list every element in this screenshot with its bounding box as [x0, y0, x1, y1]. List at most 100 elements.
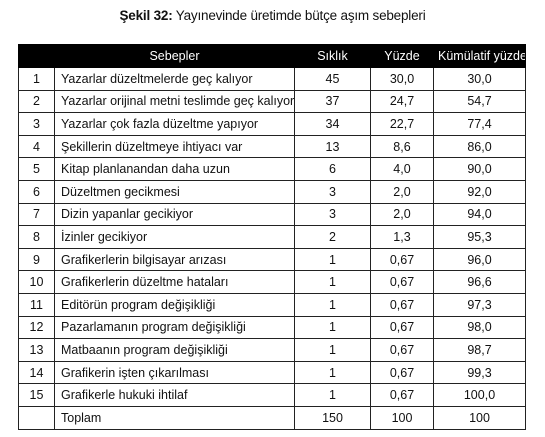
row-percent: 2,0 — [370, 202, 434, 227]
row-index: 5 — [18, 157, 55, 181]
row-cumulative: 100,0 — [433, 383, 526, 407]
total-percent: 100 — [370, 405, 434, 430]
row-reason: Dizin yapanlar gecikiyor — [54, 202, 295, 227]
table-row: 15 Grafikerle hukuki ihtilaf 1 0,67 100,0 — [18, 383, 526, 407]
row-cumulative: 98,7 — [433, 338, 526, 362]
row-percent: 0,67 — [370, 360, 434, 385]
row-percent: 1,3 — [370, 225, 434, 249]
row-cumulative: 92,0 — [433, 179, 526, 204]
row-frequency: 13 — [294, 134, 371, 159]
row-percent: 0,67 — [370, 247, 434, 272]
table-row: 10 Grafikerlerin düzeltme hataları 1 0,67 96… — [18, 270, 526, 294]
row-reason: Düzeltmen gecikmesi — [54, 179, 295, 204]
row-reason: Grafikerin işten çıkarılması — [54, 360, 295, 385]
row-cumulative: 96,0 — [433, 247, 526, 272]
row-percent: 30,0 — [370, 67, 434, 91]
row-frequency: 1 — [294, 270, 371, 294]
total-frequency: 150 — [294, 405, 371, 430]
row-cumulative: 96,6 — [433, 270, 526, 294]
table-row: 12 Pazarlamanın program değişikliği 1 0,67 9… — [18, 315, 526, 340]
row-frequency: 6 — [294, 157, 371, 181]
total-index — [18, 405, 55, 430]
table-row: 11 Editörün program değişikliği 1 0,67 97,3 — [18, 292, 526, 317]
row-cumulative: 99,3 — [433, 360, 526, 385]
row-percent: 8,6 — [370, 134, 434, 159]
row-frequency: 34 — [294, 112, 371, 136]
row-cumulative: 98,0 — [433, 315, 526, 340]
header-row: Sebepler Sıklık Yüzde Kümülatif yüzde — [18, 44, 526, 68]
header-reasons: Sebepler — [54, 44, 295, 68]
table-row: 1 Yazarlar düzeltmelerde geç kalıyor 45 30,… — [18, 67, 526, 91]
row-percent: 2,0 — [370, 179, 434, 204]
row-cumulative: 97,3 — [433, 292, 526, 317]
row-reason: Matbaanın program değişikliği — [54, 338, 295, 362]
row-cumulative: 90,0 — [433, 157, 526, 181]
row-reason: Pazarlamanın program değişikliği — [54, 315, 295, 340]
table-row: 3 Yazarlar çok fazla düzeltme yapıyor 34 22… — [18, 112, 526, 136]
row-index: 1 — [18, 67, 55, 91]
row-frequency: 1 — [294, 292, 371, 317]
table-row: 13 Matbaanın program değişikliği 1 0,67 98,7 — [18, 338, 526, 362]
table-row: 7 Dizin yapanlar gecikiyor 3 2,0 94,0 — [18, 202, 526, 227]
row-index: 15 — [18, 383, 55, 407]
table-row: 9 Grafikerlerin bilgisayar arızası 1 0,67 96… — [18, 247, 526, 272]
row-reason: Editörün program değişikliği — [54, 292, 295, 317]
row-index: 2 — [18, 89, 55, 114]
row-frequency: 1 — [294, 315, 371, 340]
row-cumulative: 77,4 — [433, 112, 526, 136]
row-frequency: 1 — [294, 247, 371, 272]
header-percent: Yüzde — [370, 44, 434, 68]
total-reason: Toplam — [54, 405, 295, 430]
total-row: Toplam 150 100 100 — [18, 405, 526, 430]
row-cumulative: 95,3 — [433, 225, 526, 249]
figure-label: Şekil 32: — [119, 8, 173, 23]
row-reason: Yazarlar çok fazla düzeltme yapıyor — [54, 112, 295, 136]
total-cumulative: 100 — [433, 405, 526, 430]
header-frequency: Sıklık — [294, 44, 371, 68]
row-reason: Şekillerin düzeltmeye ihtiyacı var — [54, 134, 295, 159]
row-percent: 0,67 — [370, 383, 434, 407]
row-index: 4 — [18, 134, 55, 159]
row-reason: Grafikerlerin düzeltme hataları — [54, 270, 295, 294]
row-reason: İzinler gecikiyor — [54, 225, 295, 249]
row-frequency: 1 — [294, 383, 371, 407]
table-row: 2 Yazarlar orijinal metni teslimde geç ka… — [18, 89, 526, 114]
row-reason: Yazarlar düzeltmelerde geç kalıyor — [54, 67, 295, 91]
table-row: 5 Kitap planlanandan daha uzun 6 4,0 90,0 — [18, 157, 526, 181]
row-cumulative: 30,0 — [433, 67, 526, 91]
header-index — [18, 44, 55, 68]
row-index: 11 — [18, 292, 55, 317]
row-index: 3 — [18, 112, 55, 136]
row-percent: 0,67 — [370, 338, 434, 362]
row-index: 6 — [18, 179, 55, 204]
row-index: 9 — [18, 247, 55, 272]
row-cumulative: 94,0 — [433, 202, 526, 227]
header-cumulative: Kümülatif yüzde — [433, 44, 526, 68]
table-row: 4 Şekillerin düzeltmeye ihtiyacı var 13 8,6… — [18, 134, 526, 159]
figure-caption: Şekil 32: Yayınevinde üretimde bütçe aşı… — [0, 8, 545, 23]
row-index: 10 — [18, 270, 55, 294]
row-percent: 22,7 — [370, 112, 434, 136]
row-percent: 0,67 — [370, 270, 434, 294]
row-reason: Grafikerlerin bilgisayar arızası — [54, 247, 295, 272]
row-reason: Kitap planlanandan daha uzun — [54, 157, 295, 181]
row-index: 7 — [18, 202, 55, 227]
row-frequency: 2 — [294, 225, 371, 249]
row-frequency: 3 — [294, 202, 371, 227]
row-index: 8 — [18, 225, 55, 249]
row-cumulative: 54,7 — [433, 89, 526, 114]
row-reason: Yazarlar orijinal metni teslimde geç kal… — [54, 89, 295, 114]
row-percent: 0,67 — [370, 292, 434, 317]
row-frequency: 37 — [294, 89, 371, 114]
table-body: 1 Yazarlar düzeltmelerde geç kalıyor 45 30,… — [18, 67, 526, 430]
row-frequency: 1 — [294, 338, 371, 362]
table-row: 6 Düzeltmen gecikmesi 3 2,0 92,0 — [18, 179, 526, 204]
table-row: 8 İzinler gecikiyor 2 1,3 95,3 — [18, 225, 526, 249]
row-index: 12 — [18, 315, 55, 340]
row-index: 13 — [18, 338, 55, 362]
row-cumulative: 86,0 — [433, 134, 526, 159]
table-row: 14 Grafikerin işten çıkarılması 1 0,67 99,3 — [18, 360, 526, 385]
row-index: 14 — [18, 360, 55, 385]
row-percent: 24,7 — [370, 89, 434, 114]
